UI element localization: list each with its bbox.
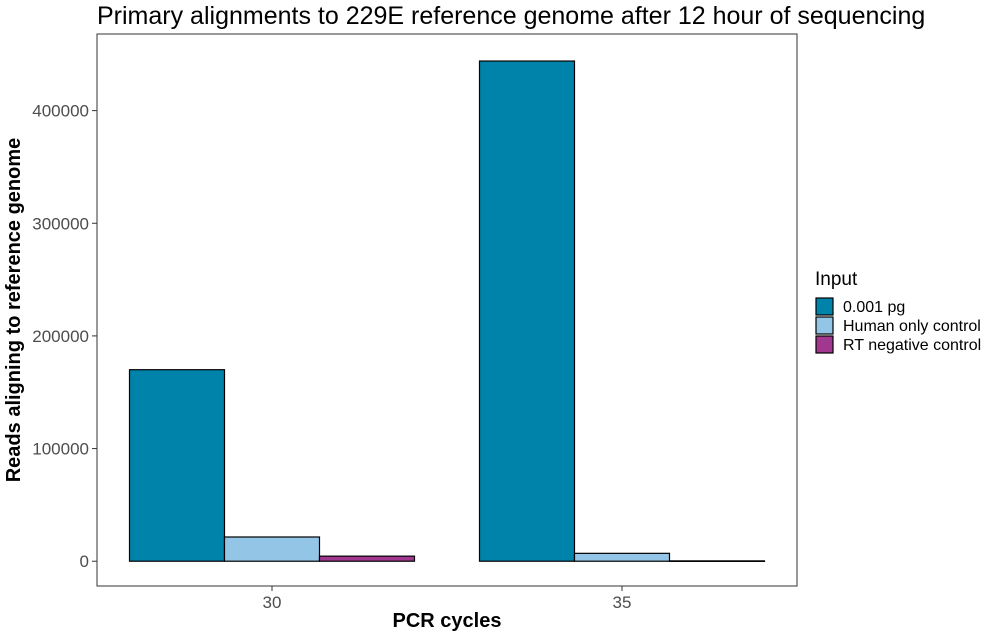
bar [318,555,416,562]
legend-swatch [815,316,834,335]
y-tick-label: 100000 [32,440,89,459]
legend: Input 0.001 pg Human only control RT negat… [815,269,981,354]
x-axis: 30 35 [263,586,632,612]
bars [128,60,766,562]
legend-items: 0.001 pg Human only control RT negative co… [815,297,981,354]
x-axis-label: PCR cycles [393,610,502,632]
legend-swatch [815,297,834,316]
x-tick-label: 35 [613,593,632,612]
y-axis: 0 100000 200000 300000 400000 [32,102,97,571]
legend-title: Input [815,269,858,290]
y-axis-label: Reads aligning to reference genome [3,138,25,483]
bar [223,536,321,562]
legend-swatch [815,335,834,354]
y-tick-label: 200000 [32,327,89,346]
chart-title: Primary alignments to 229E reference gen… [97,2,925,30]
bar [573,552,671,562]
y-tick-label: 300000 [32,214,89,233]
bar [478,60,576,562]
bar [128,369,226,562]
y-tick-label: 0 [80,552,89,571]
legend-label: Human only control [843,318,981,335]
y-tick-label: 400000 [32,102,89,121]
bar [668,560,766,562]
x-tick-label: 30 [263,593,282,612]
plot-panel [96,33,798,587]
legend-label: RT negative control [843,337,981,354]
legend-label: 0.001 pg [843,299,905,316]
